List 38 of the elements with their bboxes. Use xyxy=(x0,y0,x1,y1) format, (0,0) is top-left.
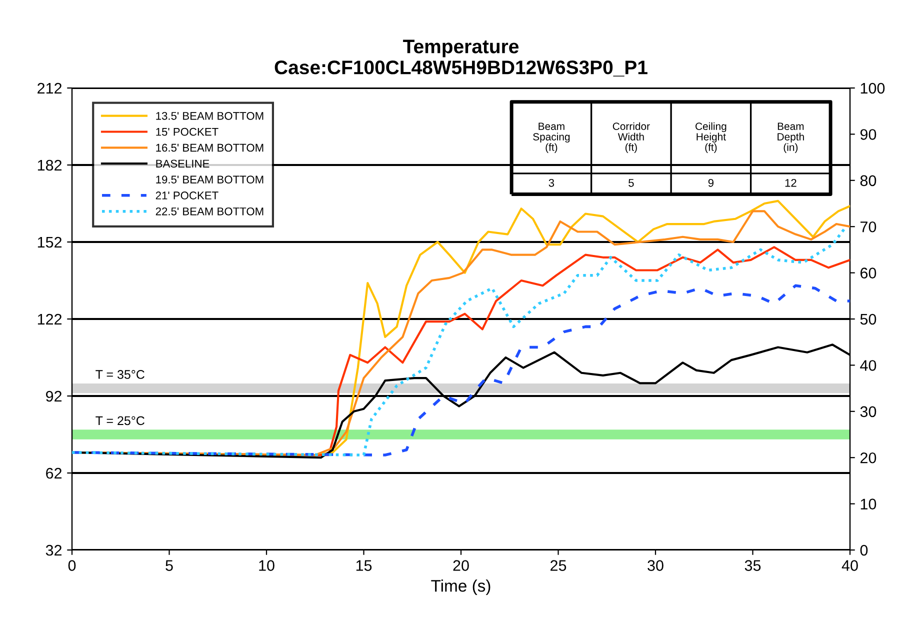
legend-label: 15' POCKET xyxy=(156,128,218,136)
y2-tick-label: 0 xyxy=(860,544,868,556)
chart-title: Temperature Case:CF100CL48W5H9BD12W6S3P0_P1 xyxy=(274,40,648,76)
x-tick-label: 0 xyxy=(68,560,76,571)
legend-label: BASELINE xyxy=(156,160,210,168)
y2-tick-label: 50 xyxy=(860,314,876,325)
y-tick-label: 152 xyxy=(38,236,62,248)
legend-label: 16.5' BEAM BOTTOM xyxy=(156,144,264,152)
y2-tick-label: 60 xyxy=(860,268,876,278)
y2-tick-label: 70 xyxy=(860,221,876,232)
ref-line-label: T = 35°C xyxy=(96,370,144,379)
x-tick-label: 25 xyxy=(550,560,566,571)
x-tick-label: 5 xyxy=(166,560,173,571)
ref-line-label: T = 25°C xyxy=(96,416,144,426)
x-tick-label: 35 xyxy=(744,560,761,571)
y2-tick-label: 80 xyxy=(860,175,876,186)
x-tick-label: 10 xyxy=(259,560,274,571)
y-tick-label: 122 xyxy=(38,314,62,325)
y2-tick-label: 10 xyxy=(860,498,876,510)
y2-tick-label: 30 xyxy=(860,406,876,418)
x-axis-title: Time (s) xyxy=(431,580,490,596)
legend-label: 21' POCKET xyxy=(156,192,218,200)
legend-label: 13.5' BEAM BOTTOM xyxy=(156,112,264,120)
y-tick-label: 92 xyxy=(46,390,62,402)
x-tick-label: 40 xyxy=(842,560,858,571)
y2-tick-label: 20 xyxy=(860,452,876,464)
x-tick-label: 15 xyxy=(356,560,372,571)
y2-tick-label: 40 xyxy=(860,360,876,371)
y-tick-label: 62 xyxy=(46,468,62,479)
text: 19.5' BEAM BOTTOM xyxy=(156,176,264,184)
y-tick-label: 32 xyxy=(46,544,62,556)
legend-label: 22.5' BEAM BOTTOM xyxy=(156,207,264,216)
y2-tick-label: 90 xyxy=(860,129,876,140)
y2-tick-label: 100 xyxy=(860,82,885,94)
x-tick-label: 30 xyxy=(648,560,664,571)
x-tick-label: 20 xyxy=(453,560,469,571)
y-tick-label: 212 xyxy=(38,82,62,94)
y-tick-label: 182 xyxy=(38,160,62,171)
